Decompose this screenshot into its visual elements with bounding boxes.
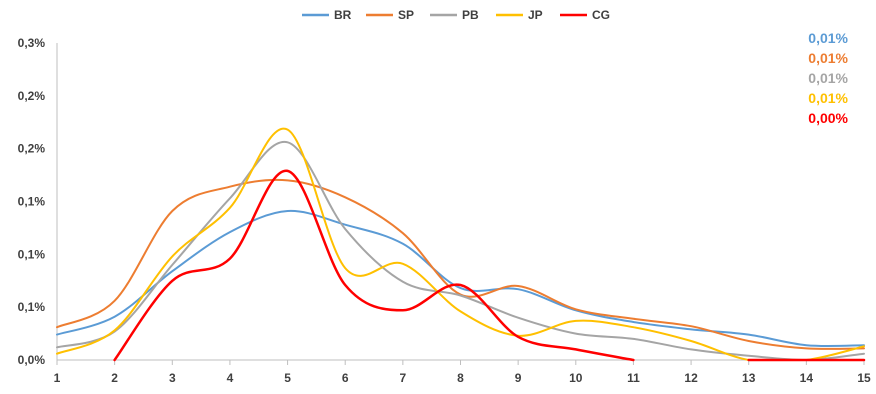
legend-label-pb: PB (462, 8, 479, 22)
x-tick-label: 11 (627, 371, 640, 385)
annotation-value: 0,01% (808, 70, 848, 86)
legend-label-br: BR (334, 8, 352, 22)
y-tick-label: 0,1% (18, 247, 46, 261)
x-tick-label: 3 (169, 371, 176, 385)
series-line-pb (56, 141, 865, 361)
legend-label-jp: JP (528, 8, 543, 22)
annotation-value: 0,00% (808, 110, 848, 126)
x-tick-label: 14 (800, 371, 814, 385)
x-tick-label: 12 (684, 371, 698, 385)
y-tick-label: 0,1% (18, 300, 46, 314)
x-tick-label: 15 (857, 371, 871, 385)
x-tick-label: 10 (569, 371, 583, 385)
x-tick-label: 13 (742, 371, 756, 385)
series-line-sp (56, 178, 865, 350)
x-tick-label: 9 (515, 371, 522, 385)
x-axis: 1 2 3 4 5 6 7 8 9 10 11 12 13 14 15 (54, 359, 871, 385)
x-tick-label: 2 (111, 371, 118, 385)
y-tick-label: 0,1% (18, 195, 46, 209)
chart-annotations: 0,01% 0,01% 0,01% 0,01% 0,00% (808, 30, 848, 126)
x-tick-label: 7 (400, 371, 407, 385)
annotation-value: 0,01% (808, 50, 848, 66)
annotation-value: 0,01% (808, 30, 848, 46)
series-line-br (56, 209, 865, 347)
series-line-jp (56, 127, 865, 361)
y-tick-label: 0,2% (18, 142, 46, 156)
x-tick-label: 8 (457, 371, 464, 385)
y-tick-label: 0,0% (18, 353, 46, 367)
legend-label-sp: SP (398, 8, 414, 22)
y-axis: 0,0% 0,1% 0,1% 0,1% 0,2% 0,2% 0,3% (18, 36, 58, 367)
y-tick-label: 0,3% (18, 36, 46, 50)
x-tick-label: 6 (342, 371, 349, 385)
x-tick-label: 5 (284, 371, 291, 385)
y-tick-label: 0,2% (18, 89, 46, 103)
chart-series (56, 127, 866, 362)
x-tick-label: 1 (54, 371, 61, 385)
series-line-cg (113, 169, 866, 362)
chart-legend: BR SP PB JP CG (302, 8, 610, 22)
annotation-value: 0,01% (808, 90, 848, 106)
x-tick-label: 4 (227, 371, 234, 385)
legend-label-cg: CG (592, 8, 610, 22)
